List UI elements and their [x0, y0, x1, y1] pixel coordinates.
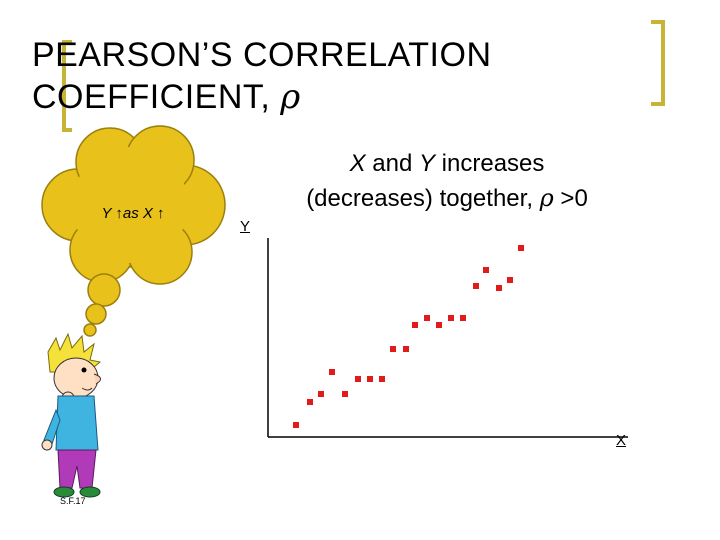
scatter-point — [460, 315, 466, 321]
scatter-point — [507, 277, 513, 283]
caption-line1-rest: increases — [435, 150, 545, 177]
scatter-point — [390, 346, 396, 352]
scatter-point — [424, 315, 430, 321]
title-line-1: PEARSON’S CORRELATION — [32, 36, 492, 74]
scatter-point — [496, 285, 502, 291]
caption-y-variable: Y — [419, 150, 436, 177]
y-axis-label: Y — [240, 218, 251, 235]
scatter-point — [318, 391, 324, 397]
scatter-point — [329, 369, 335, 375]
scatter-point — [307, 399, 313, 405]
x-axis-label: X — [616, 432, 627, 449]
scatter-point — [342, 391, 348, 397]
scatter-point — [379, 376, 385, 382]
title-rho-symbol: ρ — [280, 77, 301, 117]
title-line-2: COEFFICIENT, — [32, 78, 281, 116]
left-bracket-decoration — [62, 40, 72, 132]
caption-line-2: (decreases) together, — [306, 185, 540, 212]
scatter-point — [293, 422, 299, 428]
thinking-character-illustration — [41, 332, 102, 498]
scatter-point — [367, 376, 373, 382]
thought-cloud — [41, 125, 226, 337]
caption-condition: >0 — [553, 185, 588, 212]
caption-rho-symbol: ρ — [539, 184, 554, 212]
scatter-point — [412, 322, 418, 328]
scatter-point — [436, 322, 442, 328]
caption-and: and — [365, 150, 419, 177]
scatter-point — [403, 346, 409, 352]
artist-signature: S.F.17 — [60, 496, 86, 506]
right-bracket-decoration — [651, 20, 665, 106]
scatter-point — [473, 283, 479, 289]
scatter-point — [448, 315, 454, 321]
caption-x-variable: X — [349, 150, 366, 177]
page-title: PEARSON’S CORRELATION COEFFICIENT, ρ — [32, 34, 492, 118]
thought-bubble-text: Y ↑as X ↑ — [101, 205, 165, 222]
scatter-points — [293, 245, 524, 428]
diagram-caption: X and Y increases (decreases) together, … — [282, 146, 612, 216]
scatter-point — [483, 267, 489, 273]
scatter-point — [518, 245, 524, 251]
scatter-point — [355, 376, 361, 382]
